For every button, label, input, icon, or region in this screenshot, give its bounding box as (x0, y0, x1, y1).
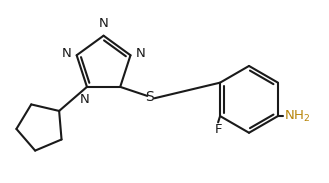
Text: NH$_2$: NH$_2$ (284, 109, 310, 124)
Text: N: N (80, 93, 90, 106)
Text: F: F (215, 123, 222, 136)
Text: S: S (145, 90, 154, 104)
Text: N: N (99, 17, 109, 30)
Text: N: N (136, 47, 146, 60)
Text: N: N (62, 47, 71, 60)
